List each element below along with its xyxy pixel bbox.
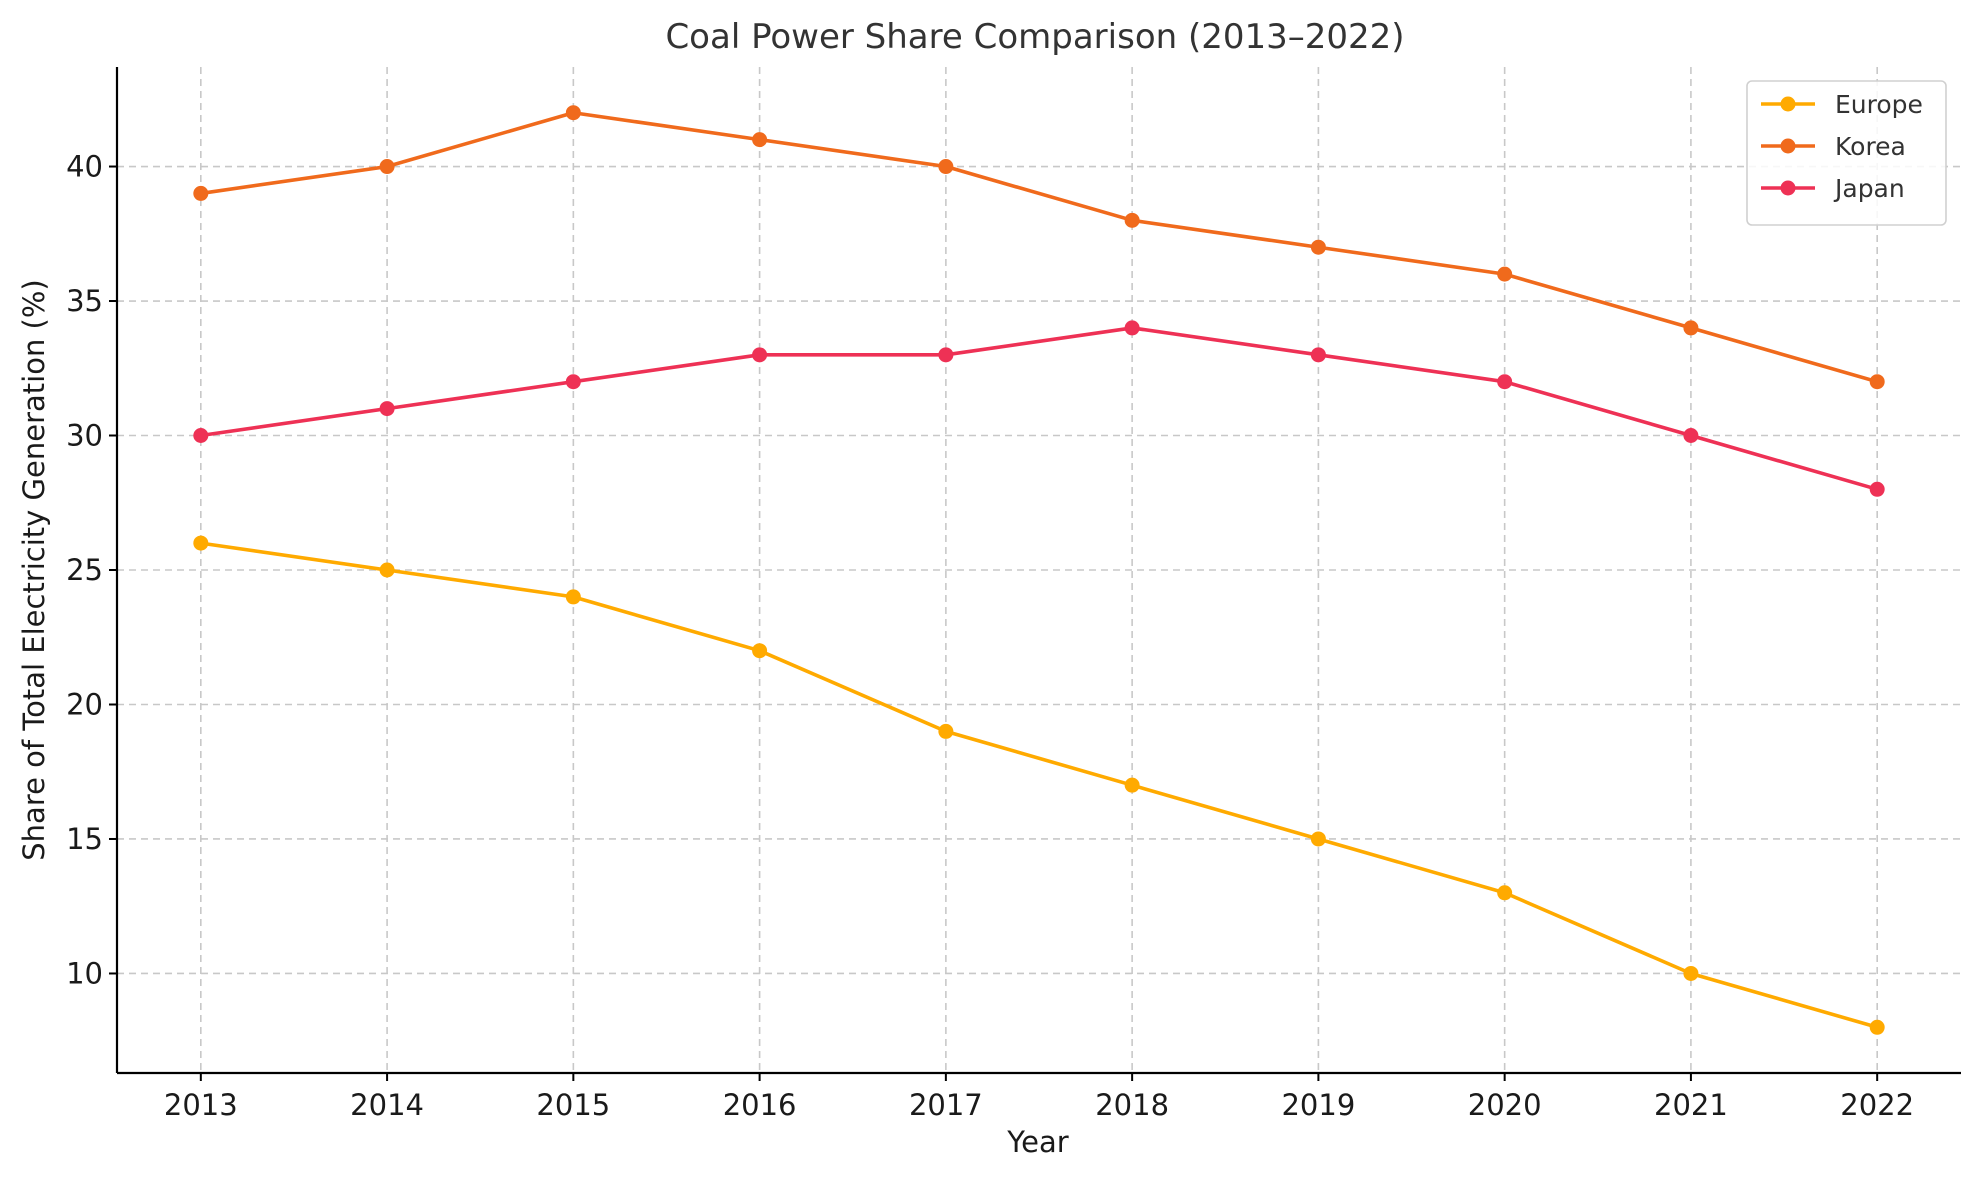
- data-point-japan: [193, 428, 209, 444]
- legend-marker-korea: [1780, 138, 1796, 154]
- y-tick-label: 15: [66, 822, 103, 856]
- data-point-japan: [752, 347, 768, 363]
- y-tick-label: 35: [66, 284, 103, 318]
- data-point-japan: [565, 374, 581, 390]
- x-tick-label: 2021: [1654, 1088, 1728, 1122]
- grid-layer: [117, 67, 1961, 1073]
- data-point-japan: [1497, 374, 1513, 390]
- chart-title: Coal Power Share Comparison (2013–2022): [665, 17, 1404, 57]
- data-point-europe: [1869, 1019, 1885, 1035]
- legend-label-korea: Korea: [1835, 132, 1906, 161]
- series-line-europe: [200, 541, 1878, 1030]
- y-tick-label: 20: [66, 687, 103, 721]
- data-point-japan: [379, 401, 395, 417]
- data-point-japan: [1124, 320, 1140, 336]
- data-point-europe: [752, 643, 768, 659]
- data-point-japan: [1683, 428, 1699, 444]
- x-tick-label: 2016: [723, 1088, 797, 1122]
- x-tick-label: 2022: [1840, 1088, 1914, 1122]
- x-tick-label: 2018: [1095, 1088, 1169, 1122]
- data-point-japan: [1310, 347, 1326, 363]
- data-point-europe: [1497, 885, 1513, 901]
- x-tick-label: 2013: [164, 1088, 238, 1122]
- data-point-europe: [1124, 777, 1140, 793]
- legend-label-japan: Japan: [1833, 174, 1905, 203]
- x-tick-label: 2014: [350, 1088, 424, 1122]
- data-point-korea: [1683, 320, 1699, 336]
- axes-layer: 2013 2014 2015 2016 2017 2018 2019 2020 2021 2022…: [66, 67, 1961, 1122]
- x-tick-label: 2020: [1468, 1088, 1542, 1122]
- data-point-japan: [1869, 481, 1885, 497]
- data-point-korea: [1124, 212, 1140, 228]
- y-axis-label: Share of Total Electricity Generation (%…: [17, 279, 51, 860]
- data-point-korea: [752, 132, 768, 148]
- data-point-japan: [938, 347, 954, 363]
- series-line-japan: [200, 326, 1878, 492]
- legend-label-europe: Europe: [1835, 90, 1923, 119]
- x-axis-label: Year: [1006, 1125, 1068, 1159]
- series-layer: [193, 105, 1885, 1035]
- y-tick-label: 10: [66, 956, 103, 990]
- data-point-europe: [193, 535, 209, 551]
- data-point-europe: [1683, 965, 1699, 981]
- data-point-europe: [938, 723, 954, 739]
- y-tick-label: 40: [66, 150, 103, 184]
- data-point-korea: [379, 159, 395, 175]
- series-line-korea: [200, 110, 1878, 384]
- y-tick-label: 30: [66, 419, 103, 453]
- data-point-korea: [1869, 374, 1885, 390]
- data-point-korea: [193, 185, 209, 201]
- x-tick-label: 2015: [536, 1088, 610, 1122]
- y-tick-label: 25: [66, 553, 103, 587]
- data-point-korea: [938, 159, 954, 175]
- data-point-korea: [565, 105, 581, 121]
- data-point-europe: [1310, 831, 1326, 847]
- data-point-europe: [379, 562, 395, 578]
- x-tick-label: 2019: [1281, 1088, 1355, 1122]
- legend-marker-japan: [1780, 180, 1796, 196]
- data-point-korea: [1310, 239, 1326, 255]
- x-tick-label: 2017: [909, 1088, 983, 1122]
- data-point-korea: [1497, 266, 1513, 282]
- legend-marker-europe: [1780, 96, 1796, 112]
- data-point-europe: [565, 589, 581, 605]
- legend: Europe Korea Japan: [1746, 80, 1947, 226]
